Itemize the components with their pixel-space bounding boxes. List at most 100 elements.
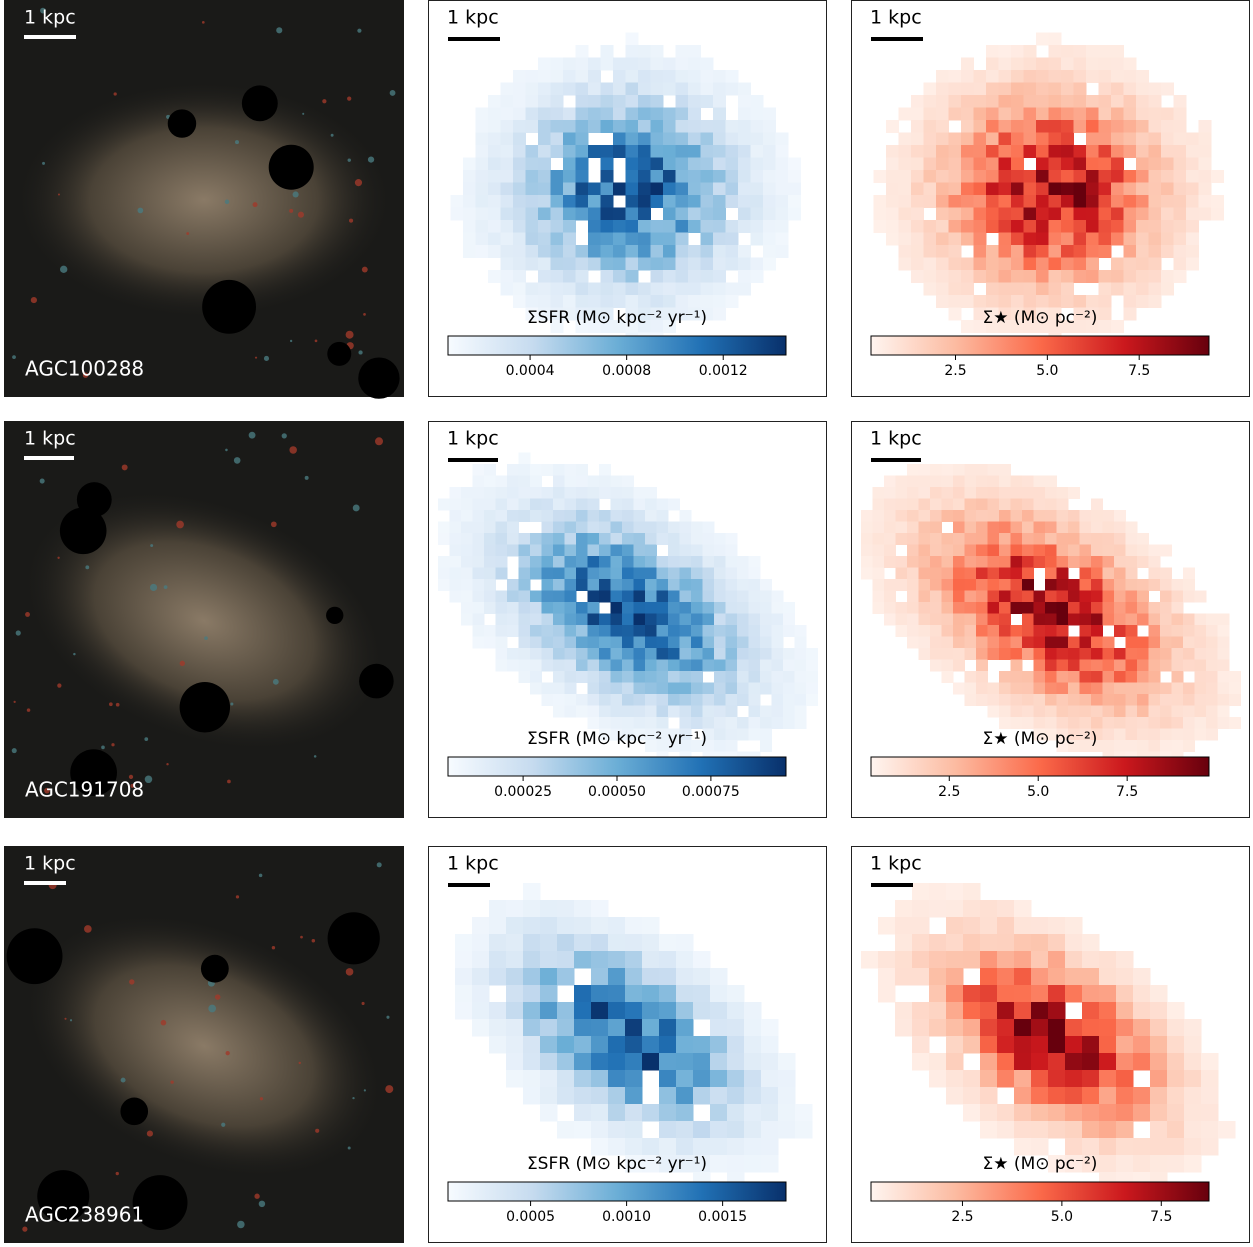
map-pixel	[1036, 220, 1049, 233]
map-pixel	[1073, 157, 1087, 171]
map-pixel	[600, 57, 614, 71]
map-pixel	[1114, 740, 1126, 752]
map-pixel	[553, 510, 565, 522]
map-pixel	[675, 157, 689, 171]
map-pixel	[650, 120, 664, 133]
map-pixel	[907, 544, 919, 557]
map-pixel	[999, 464, 1011, 476]
star-speck	[42, 161, 45, 165]
map-pixel	[625, 1121, 643, 1139]
map-pixel	[911, 157, 924, 171]
map-pixel	[738, 245, 751, 258]
scale-label: 1 kpc	[447, 7, 499, 29]
map-pixel	[929, 951, 947, 969]
map-pixel	[976, 544, 988, 557]
map-pixel	[953, 487, 965, 499]
mask	[76, 482, 112, 518]
map-pixel	[929, 1053, 947, 1071]
map-pixel	[588, 145, 601, 158]
map-pixel	[472, 613, 485, 626]
map-pixel	[1036, 32, 1049, 46]
map-pixel	[1073, 257, 1087, 271]
map-pixel	[1111, 120, 1124, 133]
map-pixel	[1073, 320, 1087, 333]
map-pixel	[737, 682, 749, 695]
map-pixel	[1011, 107, 1024, 121]
map-pixel	[513, 257, 526, 271]
map-pixel	[610, 602, 623, 614]
map-pixel	[495, 613, 508, 626]
map-pixel	[1031, 1121, 1049, 1139]
map-pixel	[1183, 728, 1195, 741]
map-pixel	[1161, 132, 1174, 146]
map-pixel	[576, 544, 588, 557]
map-pixel	[999, 544, 1011, 557]
map-pixel	[591, 968, 609, 986]
map-pixel	[1206, 694, 1218, 706]
map-pixel	[1116, 1121, 1134, 1139]
map-pixel	[550, 120, 564, 133]
map-pixel	[1036, 170, 1049, 183]
map-pixel	[525, 82, 539, 96]
map-pixel	[1099, 1053, 1117, 1071]
map-pixel	[625, 45, 639, 58]
mask	[6, 928, 63, 985]
map-pixel	[1061, 232, 1074, 246]
map-pixel	[1082, 1138, 1100, 1156]
map-pixel	[710, 1019, 728, 1037]
map-pixel	[495, 636, 508, 649]
map-pixel	[691, 544, 703, 557]
map-pixel	[645, 740, 657, 752]
map-pixel	[484, 625, 496, 637]
map-pixel	[523, 1070, 541, 1088]
map-pixel	[1033, 694, 1046, 706]
map-pixel	[622, 498, 634, 511]
galaxy-name: AGC100288	[25, 357, 144, 381]
map-pixel	[600, 182, 614, 196]
map-pixel	[750, 157, 764, 171]
map-pixel	[976, 579, 988, 591]
map-pixel	[1201, 1070, 1219, 1088]
map-pixel	[506, 900, 524, 918]
map-pixel	[923, 270, 937, 283]
map-pixel	[986, 120, 999, 133]
map-pixel	[710, 1002, 728, 1020]
map-pixel	[963, 1019, 981, 1037]
map-pixel	[907, 498, 919, 511]
map-pixel	[1098, 95, 1112, 108]
map-pixel	[953, 682, 965, 695]
map-pixel	[1194, 728, 1207, 741]
map-pixel	[625, 270, 639, 283]
map-pixel	[541, 556, 554, 568]
map-pixel	[484, 487, 496, 499]
map-pixel	[748, 705, 761, 718]
map-pixel	[1014, 1070, 1032, 1088]
map-pixel	[591, 1036, 609, 1054]
map-pixel	[1048, 985, 1066, 1003]
map-pixel	[540, 985, 558, 1003]
map-pixel	[775, 245, 789, 258]
map-pixel	[625, 145, 639, 158]
map-pixel	[1211, 207, 1224, 221]
map-pixel	[676, 1053, 694, 1071]
map-pixel	[1036, 132, 1049, 146]
map-pixel	[541, 498, 554, 511]
map-pixel	[1186, 245, 1199, 258]
map-pixel	[633, 487, 646, 499]
map-pixel	[475, 220, 489, 233]
map-pixel	[997, 951, 1015, 969]
map-pixel	[710, 1155, 728, 1173]
map-pixel	[1091, 717, 1103, 729]
map-pixel	[538, 170, 551, 183]
map-pixel	[918, 521, 931, 534]
map-pixel	[484, 602, 496, 614]
map-pixel	[702, 533, 715, 545]
map-pixel	[953, 556, 965, 568]
colorbar	[447, 1181, 787, 1202]
map-pixel	[725, 636, 738, 649]
map-pixel	[1194, 590, 1207, 603]
map-pixel	[702, 567, 715, 580]
map-pixel	[495, 475, 508, 488]
map-pixel	[540, 968, 558, 986]
